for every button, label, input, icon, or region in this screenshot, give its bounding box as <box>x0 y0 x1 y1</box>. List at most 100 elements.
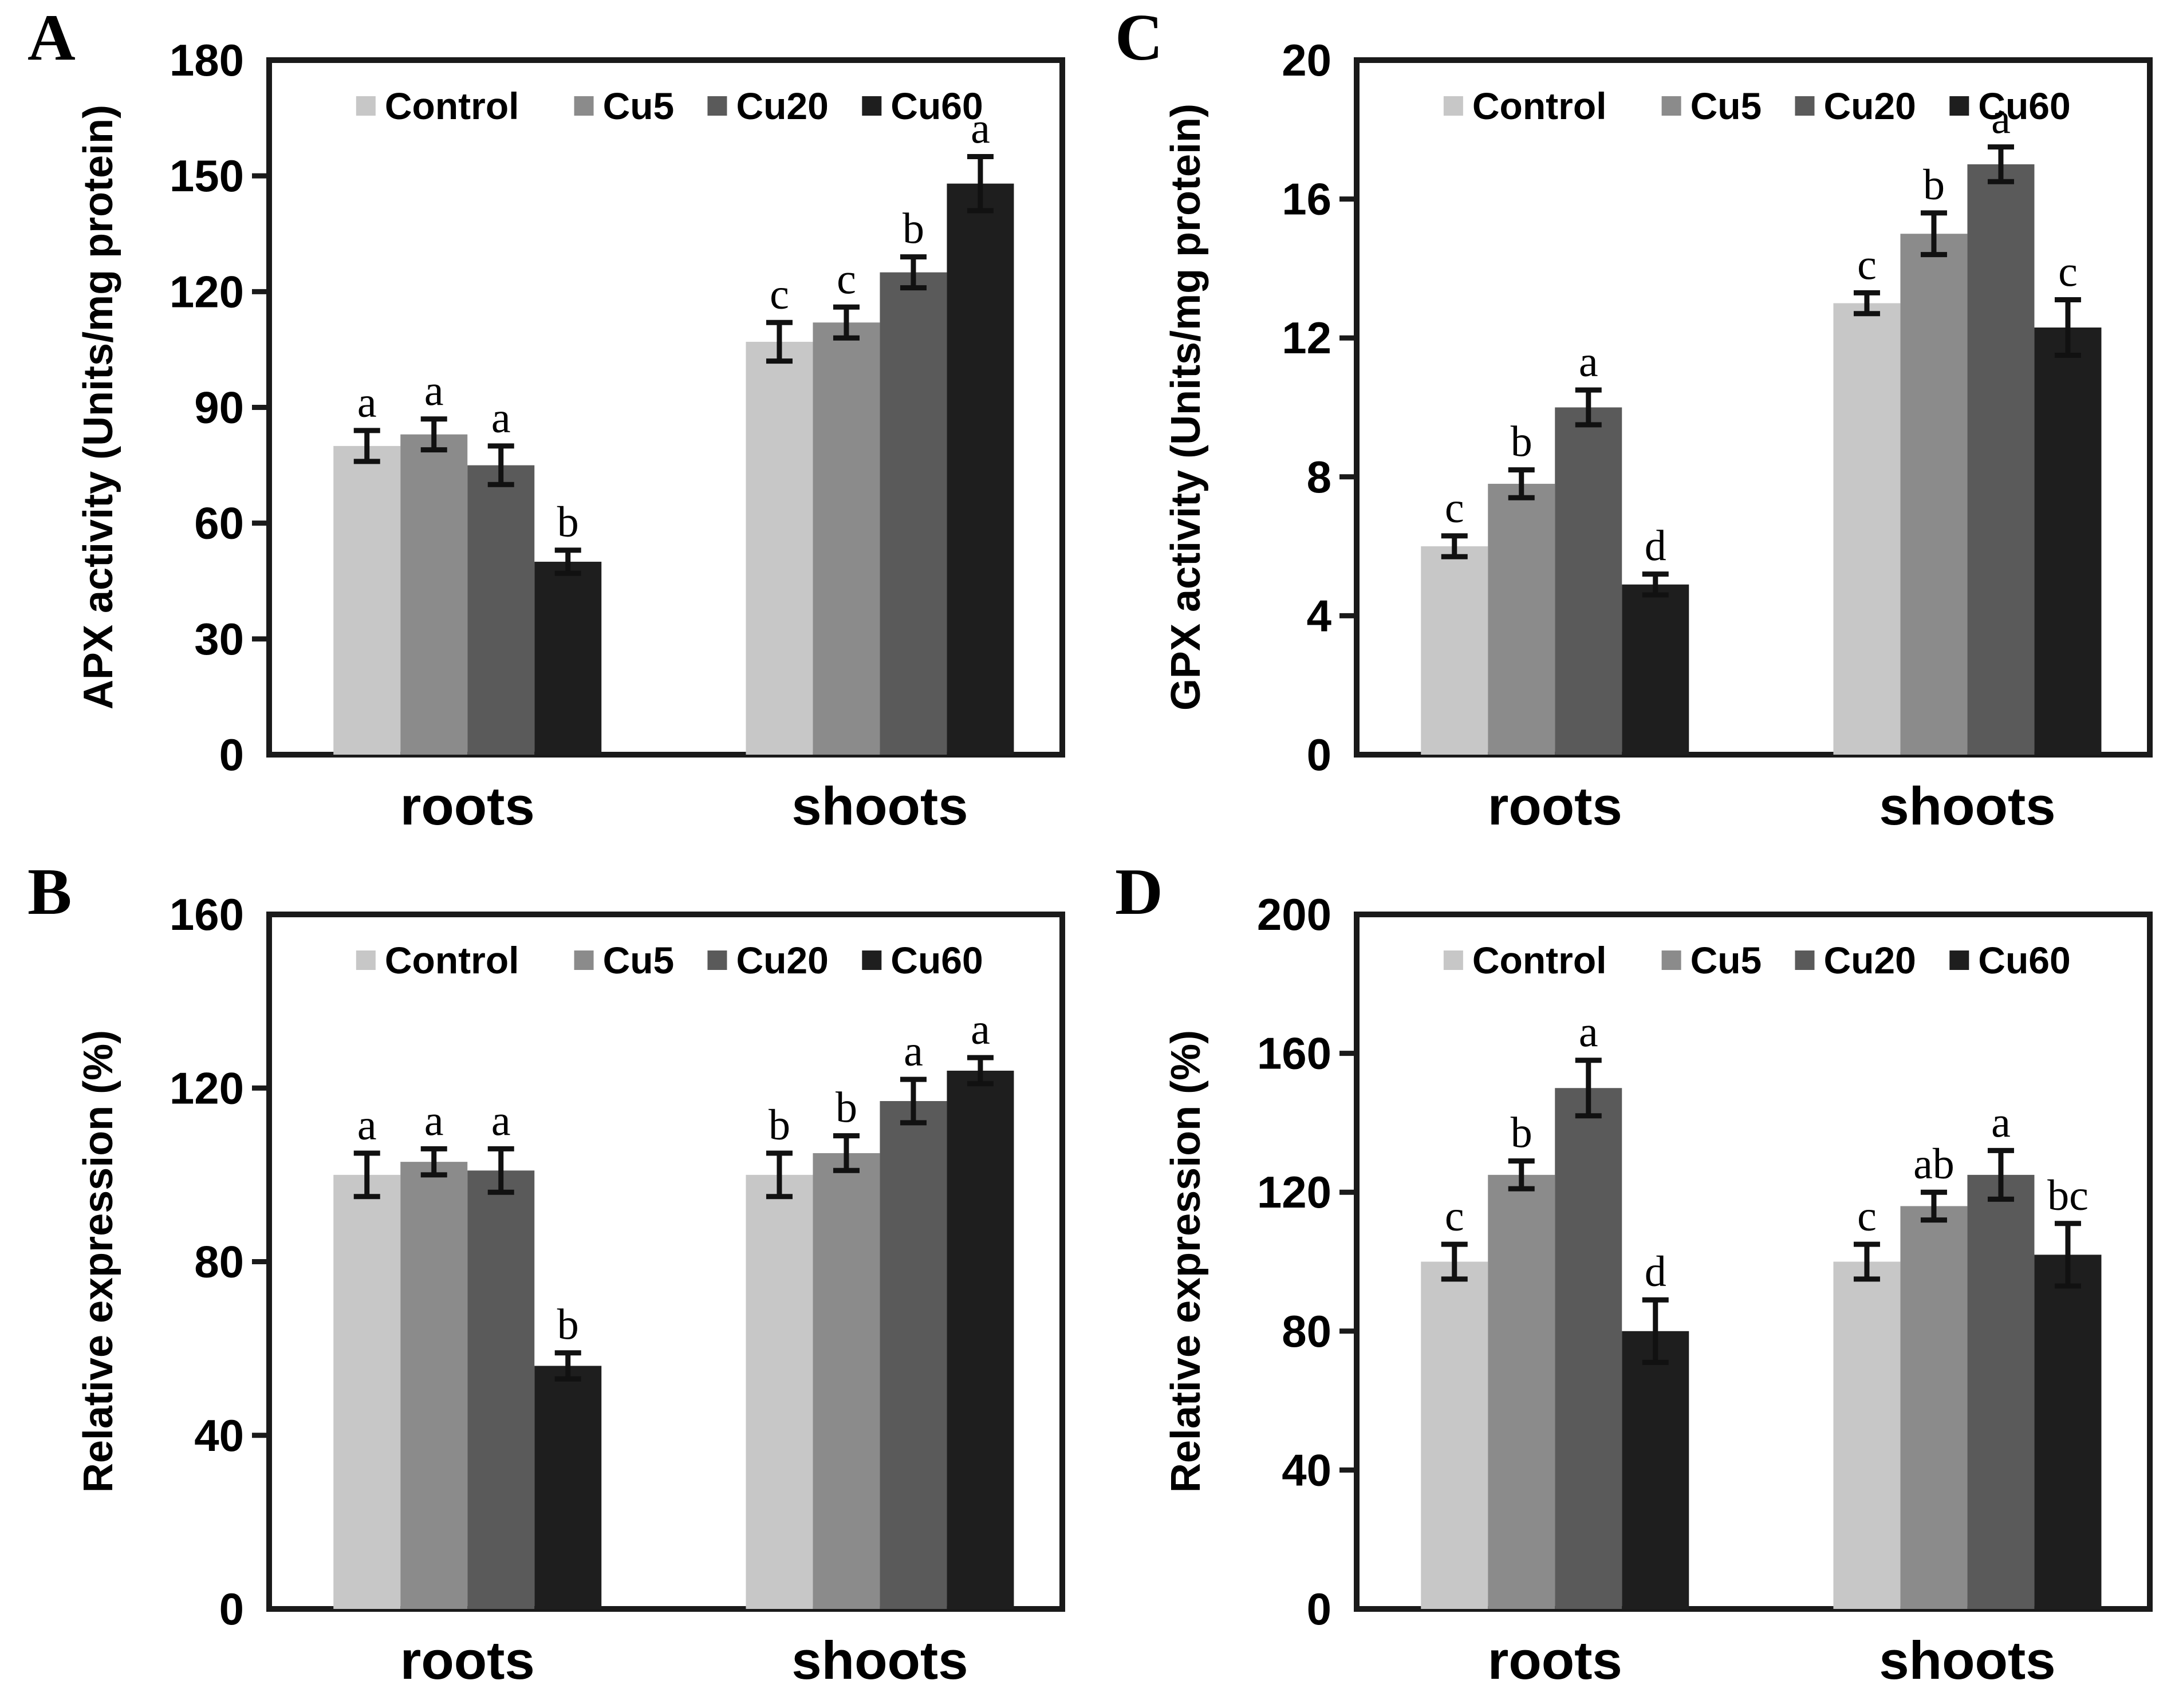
sig-letter: c <box>837 255 856 303</box>
bar-roots-Cu60 <box>534 1366 602 1609</box>
y-tick-label: 200 <box>1257 889 1331 940</box>
legend-label: Cu5 <box>603 85 675 127</box>
bar-roots-Cu20 <box>1555 407 1622 755</box>
sig-letter: c <box>770 270 789 318</box>
y-tick-label: 90 <box>194 382 244 433</box>
y-tick-label: 0 <box>219 1584 244 1634</box>
legend-swatch-Control <box>1443 96 1463 116</box>
legend-swatch-Cu20 <box>707 96 727 116</box>
y-tick-label: 80 <box>194 1237 244 1287</box>
sig-letter: b <box>903 205 924 253</box>
y-tick-label: 120 <box>1257 1167 1331 1217</box>
bar-shoots-Cu20 <box>880 1100 947 1609</box>
x-category-label: shoots <box>791 776 968 836</box>
x-category-label: shoots <box>1879 776 2055 836</box>
sig-letter: b <box>1923 161 1945 209</box>
sig-letter: a <box>971 104 990 152</box>
panel-B: B Relative expression (%) 0 40 80 120 160 a a a… <box>0 854 1088 1708</box>
sig-letter: b <box>1511 418 1532 466</box>
legend-label: Cu20 <box>736 939 828 981</box>
y-tick-label: 160 <box>170 889 244 940</box>
chart-D: 04080120160200cbadrootscababcshootsContr… <box>1257 889 2153 1690</box>
sig-letter: a <box>357 1101 377 1149</box>
sig-letter: c <box>1445 484 1464 532</box>
sig-letter: b <box>557 498 579 546</box>
y-tick-label: 20 <box>1282 35 1331 85</box>
panel-label-B: B <box>27 855 72 929</box>
panel-label-C: C <box>1115 1 1163 74</box>
sig-letter: a <box>424 367 444 415</box>
bar-shoots-Cu20 <box>1967 164 2035 755</box>
y-tick-label: 0 <box>1307 729 1331 780</box>
bar-shoots-Cu5 <box>813 1153 880 1609</box>
y-tick-label: 40 <box>194 1410 244 1461</box>
legend-label: Cu5 <box>1691 939 1762 981</box>
y-tick-label: 150 <box>170 151 244 201</box>
plot-border <box>1354 912 2153 1612</box>
y-tick-label: 120 <box>170 1063 244 1113</box>
bar-shoots-Cu5 <box>1900 1206 1968 1609</box>
sig-letter: b <box>836 1084 857 1132</box>
bar-roots-Control <box>333 445 401 755</box>
bar-shoots-Cu5 <box>1900 234 1968 755</box>
legend-swatch-Cu20 <box>1795 96 1815 116</box>
x-category-label: roots <box>1488 776 1622 836</box>
y-tick-label: 8 <box>1307 452 1331 502</box>
sig-letter: a <box>357 378 377 427</box>
sig-letter: b <box>557 1301 579 1349</box>
bar-roots-Cu5 <box>1488 483 1555 755</box>
legend-label: Control <box>1472 939 1607 981</box>
legend-label: Cu5 <box>1691 85 1762 127</box>
legend-swatch-Cu60 <box>862 950 882 970</box>
legend-label: Cu60 <box>1978 939 2070 981</box>
panel-A: A APX activity (Units/mg protein) 0 30 60 9… <box>0 0 1088 854</box>
sig-letter: a <box>1579 1008 1598 1056</box>
panel-C: C GPX activity (Units/mg protein) 0 4 8 12 1… <box>1088 0 2175 854</box>
legend-swatch-Cu60 <box>1949 950 1969 970</box>
bar-roots-Cu5 <box>400 434 468 755</box>
legend-swatch-Control <box>356 950 376 970</box>
y-tick-label: 60 <box>194 498 244 549</box>
sig-letter: c <box>2058 247 2078 295</box>
sig-letter: a <box>1991 1098 2011 1146</box>
legend-label: Cu60 <box>891 85 983 127</box>
y-tick-label: 30 <box>194 614 244 664</box>
legend-label: Cu20 <box>736 85 828 127</box>
sig-letter: b <box>1511 1109 1532 1157</box>
legend-swatch-Cu60 <box>862 96 882 116</box>
sig-letter: ab <box>1913 1140 1955 1188</box>
y-tick-label: 180 <box>170 35 244 85</box>
legend-swatch-Cu20 <box>707 950 727 970</box>
bar-roots-Control <box>1421 546 1488 755</box>
x-category-label: roots <box>400 776 535 836</box>
sig-letter: c <box>1857 240 1877 289</box>
x-category-label: roots <box>400 1630 535 1690</box>
sig-letter: c <box>1857 1192 1877 1240</box>
legend-label: Cu5 <box>603 939 675 981</box>
legend-swatch-Control <box>356 96 376 116</box>
sig-letter: c <box>1445 1192 1464 1240</box>
sig-letter: a <box>1579 338 1598 386</box>
bar-shoots-Cu20 <box>880 272 947 755</box>
sig-letter: a <box>424 1096 444 1145</box>
bar-shoots-Cu60 <box>2034 1255 2102 1609</box>
bar-shoots-Control <box>1833 1261 1901 1609</box>
bar-roots-Cu20 <box>467 465 535 755</box>
sig-letter: a <box>1991 95 2011 143</box>
legend-label: Cu20 <box>1823 939 1916 981</box>
sig-letter: d <box>1645 522 1666 570</box>
sig-letter: d <box>1645 1248 1666 1296</box>
y-tick-label: 16 <box>1282 174 1331 224</box>
y-tick-label: 12 <box>1282 313 1331 363</box>
legend-swatch-Control <box>1443 950 1463 970</box>
legend-swatch-Cu5 <box>1661 96 1681 116</box>
legend-swatch-Cu5 <box>574 950 594 970</box>
legend-label: Cu60 <box>891 939 983 981</box>
bar-shoots-Cu20 <box>1967 1174 2035 1609</box>
bar-roots-Control <box>333 1174 401 1609</box>
bar-shoots-Control <box>1833 303 1901 755</box>
bar-roots-Cu5 <box>1488 1174 1555 1609</box>
